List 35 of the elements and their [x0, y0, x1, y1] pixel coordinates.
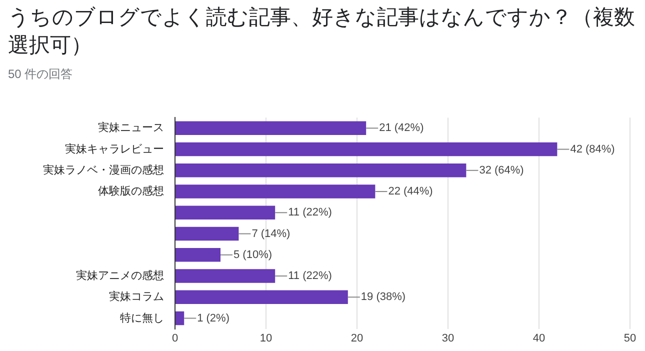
x-tick-label: 0: [172, 332, 178, 344]
x-tick-label: 20: [350, 332, 364, 344]
data-label: 19 (38%): [360, 291, 406, 304]
bar: [176, 269, 276, 283]
x-tick-label: 10: [260, 332, 272, 344]
bar: [176, 226, 239, 241]
y-tick-label: 特に無し: [120, 312, 164, 324]
x-tick-label: 50: [624, 332, 636, 344]
data-label: 11 (22%): [288, 206, 332, 219]
data-label: 32 (64%): [479, 164, 524, 176]
chart-title: うちのブログでよく読む記事、好きな記事はなんですか？（複数選択可）: [8, 5, 636, 59]
bar: [176, 311, 184, 326]
bar: [176, 142, 558, 156]
data-label: 42 (84%): [570, 143, 615, 156]
bar: [176, 184, 376, 198]
data-label: 7 (14%): [252, 228, 290, 240]
data-label: 11 (22%): [288, 270, 332, 282]
data-label: 21 (42%): [379, 122, 424, 134]
y-tick-label: 実妹ニュース: [98, 121, 164, 134]
y-tick-label: 実妹ラノベ・漫画の感想: [43, 163, 164, 176]
bar: [176, 164, 466, 178]
bar: [176, 206, 276, 220]
y-tick-label: 実妹コラム: [109, 290, 164, 304]
x-tick-label: 30: [442, 332, 454, 344]
bar: [176, 290, 348, 304]
y-tick-label: 実妹キャラレビュー: [65, 142, 164, 156]
bar: [176, 121, 366, 136]
data-label: 1 (2%): [197, 312, 230, 324]
data-label: 5 (10%): [234, 248, 272, 261]
text: 50 件の回答: [8, 66, 73, 83]
y-tick-label: 体験版の感想: [98, 184, 164, 198]
x-tick-label: 40: [532, 332, 546, 344]
bar: [176, 248, 220, 262]
data-label: 22 (44%): [388, 186, 433, 198]
y-tick-label: 実妹アニメの感想: [76, 269, 164, 282]
